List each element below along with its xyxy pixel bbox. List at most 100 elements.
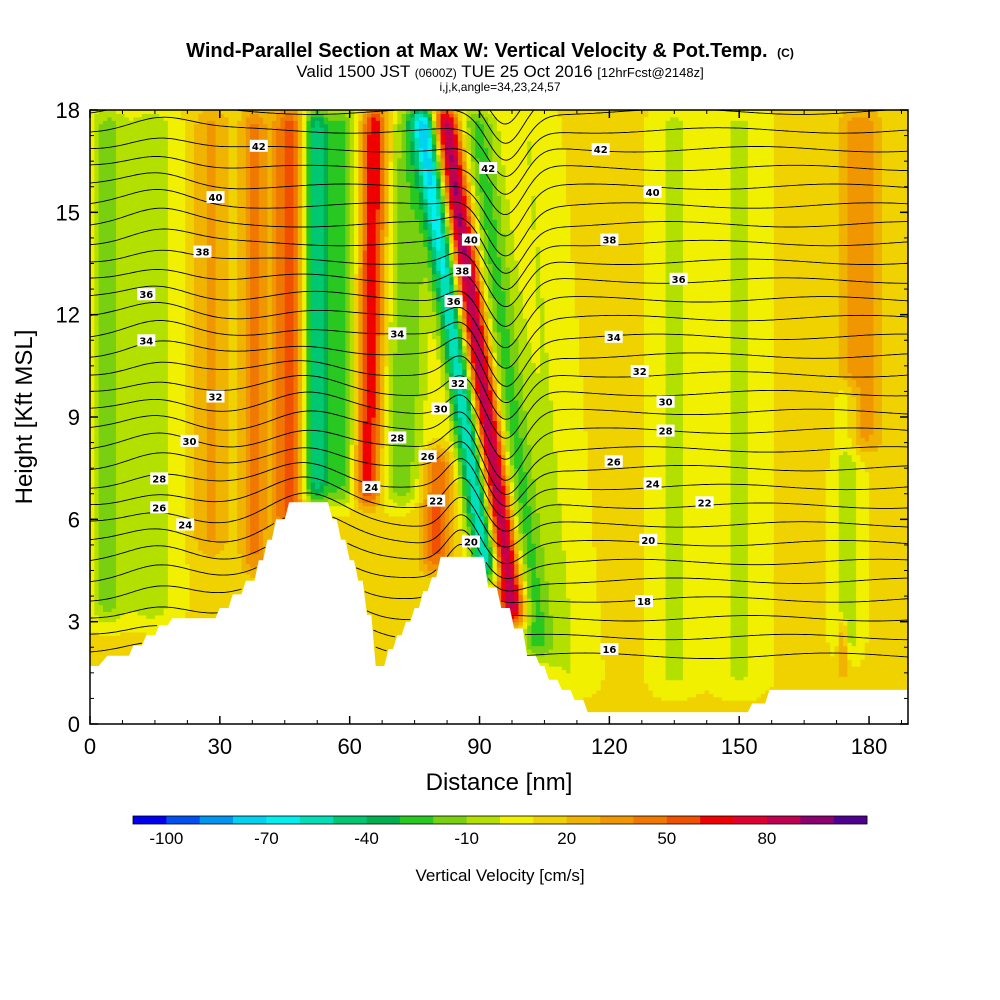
velocity-cell xyxy=(193,444,208,449)
velocity-cell xyxy=(388,492,398,497)
velocity-cell xyxy=(115,348,169,353)
velocity-cell xyxy=(665,509,684,514)
velocity-cell xyxy=(566,567,597,572)
velocity-cell xyxy=(271,498,277,503)
velocity-cell xyxy=(94,556,100,561)
velocity-cell xyxy=(773,659,840,664)
velocity-cell xyxy=(643,580,667,585)
velocity-cell xyxy=(470,379,476,384)
velocity-cell xyxy=(457,413,468,418)
velocity-cell xyxy=(250,362,260,367)
velocity-cell xyxy=(358,348,364,353)
velocity-cell xyxy=(267,403,273,408)
velocity-cell xyxy=(825,485,840,490)
velocity-cell xyxy=(345,440,351,445)
velocity-cell xyxy=(856,563,870,568)
velocity-cell xyxy=(540,584,550,589)
velocity-cell xyxy=(228,488,238,493)
velocity-cell xyxy=(354,498,359,503)
velocity-cell xyxy=(488,481,494,486)
velocity-cell xyxy=(392,478,411,483)
velocity-cell xyxy=(258,468,269,473)
velocity-cell xyxy=(323,430,329,435)
velocity-cell xyxy=(293,423,299,428)
velocity-cell xyxy=(228,406,238,411)
velocity-cell xyxy=(483,481,489,486)
velocity-cell xyxy=(323,423,329,428)
velocity-cell xyxy=(284,376,295,381)
velocity-cell xyxy=(362,420,372,425)
velocity-cell xyxy=(600,679,645,684)
velocity-cell xyxy=(245,382,251,387)
velocity-cell xyxy=(250,379,260,384)
velocity-cell xyxy=(267,386,273,391)
velocity-cell xyxy=(730,451,749,456)
velocity-cell xyxy=(453,393,459,398)
velocity-cell xyxy=(250,515,260,520)
velocity-cell xyxy=(505,369,515,374)
velocity-cell xyxy=(747,567,775,572)
velocity-cell xyxy=(98,468,117,473)
velocity-cell xyxy=(328,372,346,377)
velocity-cell xyxy=(522,532,528,537)
velocity-cell xyxy=(475,519,485,524)
velocity-cell xyxy=(423,546,429,551)
velocity-cell xyxy=(323,502,346,507)
velocity-cell xyxy=(193,403,208,408)
velocity-cell xyxy=(665,502,684,507)
velocity-cell xyxy=(345,365,351,370)
velocity-cell xyxy=(358,471,364,476)
velocity-cell xyxy=(302,427,307,432)
velocity-cell xyxy=(505,594,515,599)
velocity-cell xyxy=(466,454,476,459)
velocity-cell xyxy=(665,369,684,374)
velocity-cell xyxy=(206,519,217,524)
velocity-cell xyxy=(838,369,849,374)
velocity-cell xyxy=(535,362,541,367)
velocity-cell xyxy=(514,597,520,602)
velocity-cell xyxy=(496,379,502,384)
velocity-cell xyxy=(518,563,524,568)
velocity-cell xyxy=(215,485,230,490)
velocity-cell xyxy=(379,389,385,394)
velocity-cell xyxy=(522,560,528,565)
velocity-cell xyxy=(371,474,377,479)
velocity-cell xyxy=(276,505,286,510)
velocity-cell xyxy=(371,434,377,439)
velocity-cell xyxy=(444,461,450,466)
velocity-cell xyxy=(354,430,359,435)
velocity-cell xyxy=(427,461,433,466)
velocity-cell xyxy=(90,580,95,585)
velocity-cell xyxy=(847,410,857,415)
velocity-cell xyxy=(167,594,191,599)
velocity-cell xyxy=(423,437,433,442)
velocity-cell xyxy=(362,427,372,432)
velocity-cell xyxy=(310,495,325,500)
velocity-cell xyxy=(856,618,870,623)
velocity-cell xyxy=(596,567,645,572)
velocity-cell xyxy=(293,451,299,456)
velocity-cell xyxy=(94,495,100,500)
velocity-cell xyxy=(449,474,455,479)
velocity-cell xyxy=(384,468,390,473)
velocity-cell xyxy=(328,359,346,364)
velocity-cell xyxy=(462,437,472,442)
velocity-cell xyxy=(193,382,208,387)
velocity-cell xyxy=(847,628,857,633)
velocity-cell xyxy=(258,430,269,435)
velocity-cell xyxy=(284,386,295,391)
velocity-cell xyxy=(587,440,645,445)
velocity-cell xyxy=(643,512,667,517)
velocity-cell xyxy=(682,492,732,497)
velocity-cell xyxy=(462,505,468,510)
velocity-cell xyxy=(743,676,775,681)
velocity-cell xyxy=(825,522,840,527)
velocity-cell xyxy=(440,539,446,544)
velocity-cell xyxy=(548,587,567,592)
velocity-cell xyxy=(518,550,524,555)
velocity-cell xyxy=(267,526,277,531)
velocity-cell xyxy=(773,597,827,602)
velocity-cell xyxy=(509,573,515,578)
velocity-cell xyxy=(475,396,481,401)
velocity-cell xyxy=(410,464,420,469)
